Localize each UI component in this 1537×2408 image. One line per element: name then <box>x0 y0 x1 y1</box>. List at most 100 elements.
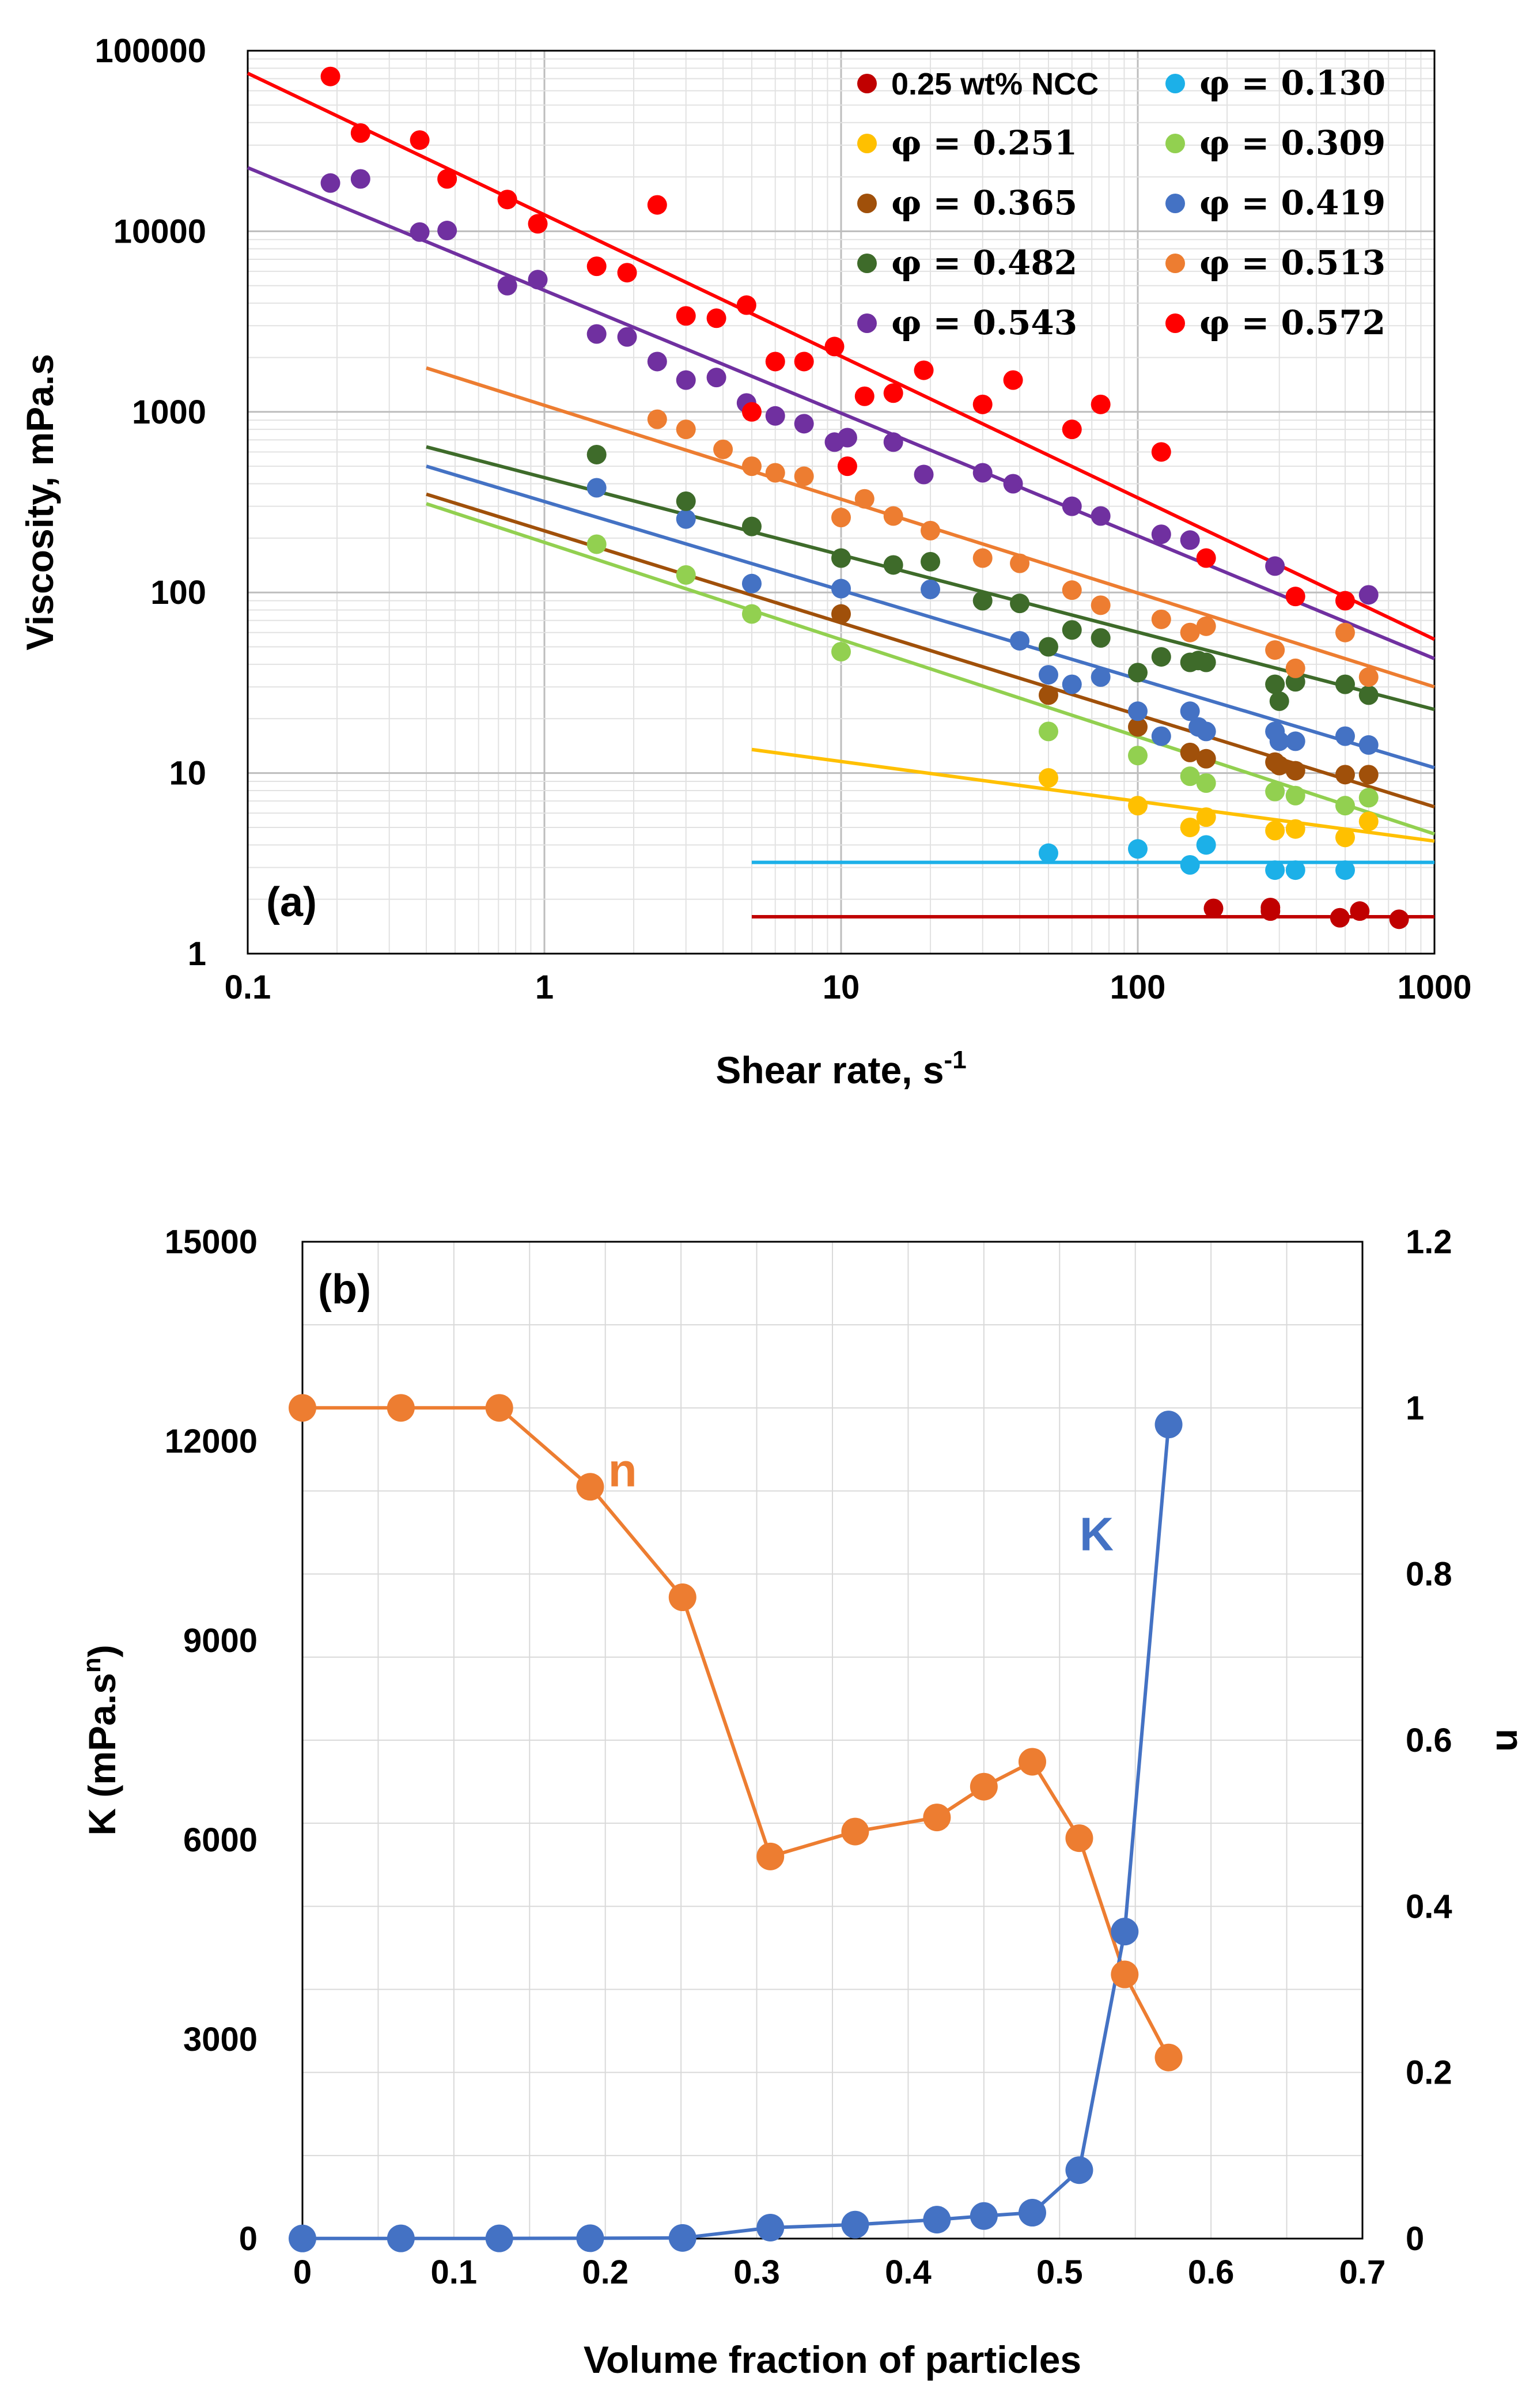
data-point-0-482 <box>1358 685 1379 705</box>
data-point-k <box>841 2210 869 2239</box>
data-point-k <box>289 2224 316 2252</box>
panel-b-right-y-tick-label: 0.8 <box>1406 1556 1452 1593</box>
data-point-0-482 <box>676 491 696 511</box>
panel-b-x-tick-labels: 0 0.1 0.2 0.3 0.4 0.5 0.6 0.7 <box>293 2254 1385 2291</box>
data-point-0-572 <box>437 169 457 189</box>
panel-b-x-tick-label: 0.6 <box>1188 2254 1235 2291</box>
fit-line-0-419 <box>426 464 1435 770</box>
data-point-0-251 <box>1265 821 1285 841</box>
data-point-0-513 <box>765 463 785 483</box>
panel-b-left-y-tick-label: 3000 <box>183 2021 258 2058</box>
data-point-0-419 <box>1128 701 1148 721</box>
legend-label-0-25-wt-ncc: 0.25 wt% NCC <box>891 67 1099 101</box>
panel-a-x-axis-title-superscript: -1 <box>944 1046 967 1074</box>
data-point-0-419 <box>1151 726 1171 746</box>
data-point-n <box>1154 2043 1183 2071</box>
data-point-0-419 <box>1180 701 1200 721</box>
data-point-0-309 <box>676 565 696 585</box>
data-point-0-130 <box>1196 835 1216 855</box>
data-point-0-365 <box>1128 717 1148 737</box>
data-point-0-365 <box>1196 749 1216 769</box>
data-point-0-513 <box>1091 595 1111 615</box>
data-point-0-543 <box>1151 524 1171 545</box>
data-point-0-513 <box>713 439 733 459</box>
legend-label-0-572: φ = 0.572 <box>1199 303 1385 342</box>
data-point-k <box>1018 2199 1046 2227</box>
legend-marker-0-130 <box>1165 74 1185 93</box>
data-point-0-309 <box>1335 796 1355 816</box>
panel-b-x-tick-label: 0.7 <box>1339 2254 1386 2291</box>
fit-line-0-309 <box>426 502 1435 836</box>
data-point-0-419 <box>921 579 941 599</box>
data-point-0-572 <box>741 402 762 422</box>
panel-b-x-tick-label: 0.2 <box>582 2254 629 2291</box>
data-point-0-572 <box>794 351 814 372</box>
data-point-0-572 <box>1335 591 1355 611</box>
data-point-0-309 <box>1180 766 1200 787</box>
data-point-0-513 <box>1010 553 1030 573</box>
data-point-0-130 <box>1128 839 1148 859</box>
data-point-0-572 <box>824 337 845 357</box>
data-point-0-513 <box>1285 658 1305 678</box>
data-point-k <box>1111 1918 1139 1946</box>
data-point-0-309 <box>1196 773 1216 793</box>
series-line-n <box>302 1406 1171 2059</box>
panel-a-data-points <box>320 66 1409 929</box>
panel-b-right-y-tick-labels: 0 0.2 0.4 0.6 0.8 1 1.2 <box>1406 1223 1452 2258</box>
data-point-n <box>923 1804 951 1832</box>
data-point-0-572 <box>972 394 993 414</box>
data-point-n <box>576 1473 604 1501</box>
data-point-0-513 <box>647 409 667 429</box>
data-point-0-572 <box>736 295 756 315</box>
panel-a-legend: 0.25 wt% NCC φ = 0.130 φ = 0.251 φ = 0.309 φ… <box>857 63 1385 342</box>
data-point-0-482 <box>1091 628 1111 648</box>
data-point-0-572 <box>1062 419 1082 440</box>
panel-b-label: (b) <box>318 1267 371 1313</box>
fit-line-0-572 <box>247 71 1436 641</box>
data-point-0-513 <box>1151 609 1171 629</box>
data-point-0-513 <box>921 520 941 540</box>
data-point-0-419 <box>1269 731 1289 751</box>
data-point-0-543 <box>883 432 903 452</box>
data-point-0-419 <box>741 573 762 594</box>
data-point-0-482 <box>741 516 762 536</box>
data-point-0-572 <box>410 130 430 150</box>
legend-marker-0-25-wt-ncc <box>857 74 877 93</box>
data-point-0-513 <box>972 548 993 568</box>
legend-marker-0-513 <box>1165 254 1185 273</box>
fit-line-0-543 <box>247 166 1436 660</box>
data-point-0-572 <box>765 351 785 372</box>
legend-label-0-130: φ = 0.130 <box>1199 63 1385 103</box>
data-point-0-130 <box>1180 855 1200 875</box>
legend-marker-0-419 <box>1165 194 1185 213</box>
data-point-0-543 <box>528 270 548 290</box>
panel-b-left-y-tick-label: 0 <box>239 2220 258 2258</box>
data-point-0-25-wt-ncc <box>1350 901 1370 921</box>
data-point-0-543 <box>410 222 430 242</box>
data-point-0-419 <box>1358 735 1379 755</box>
data-point-0-365 <box>1285 761 1305 781</box>
data-point-0-365 <box>1180 742 1200 762</box>
data-point-k <box>923 2206 951 2234</box>
data-point-0-572 <box>1091 394 1111 414</box>
data-point-0-543 <box>676 370 696 390</box>
panel-b-x-axis-title: Volume fraction of particles <box>584 2338 1081 2381</box>
data-point-0-251 <box>1358 811 1379 831</box>
data-point-0-513 <box>883 506 903 526</box>
data-point-0-365 <box>831 604 851 624</box>
data-point-0-572 <box>1003 370 1023 390</box>
data-point-k <box>485 2224 513 2252</box>
panel-b-left-y-axis-title-close: ) <box>81 1645 123 1657</box>
data-point-n <box>485 1394 513 1422</box>
data-point-0-25-wt-ncc <box>1330 908 1350 928</box>
data-point-0-482 <box>1335 674 1355 694</box>
data-point-k <box>1065 2156 1093 2184</box>
panel-b-left-y-axis-title-text: K (mPa.s <box>81 1673 123 1835</box>
data-point-0-543 <box>1062 496 1082 516</box>
panel-a-y-axis-title: Viscosity, mPa.s <box>18 354 61 651</box>
data-point-0-419 <box>1038 665 1058 685</box>
panel-b-left-y-tick-label: 9000 <box>183 1622 258 1659</box>
data-point-0-482 <box>1269 691 1289 711</box>
legend-label-0-251: φ = 0.251 <box>891 123 1077 162</box>
data-point-0-572 <box>528 214 548 234</box>
